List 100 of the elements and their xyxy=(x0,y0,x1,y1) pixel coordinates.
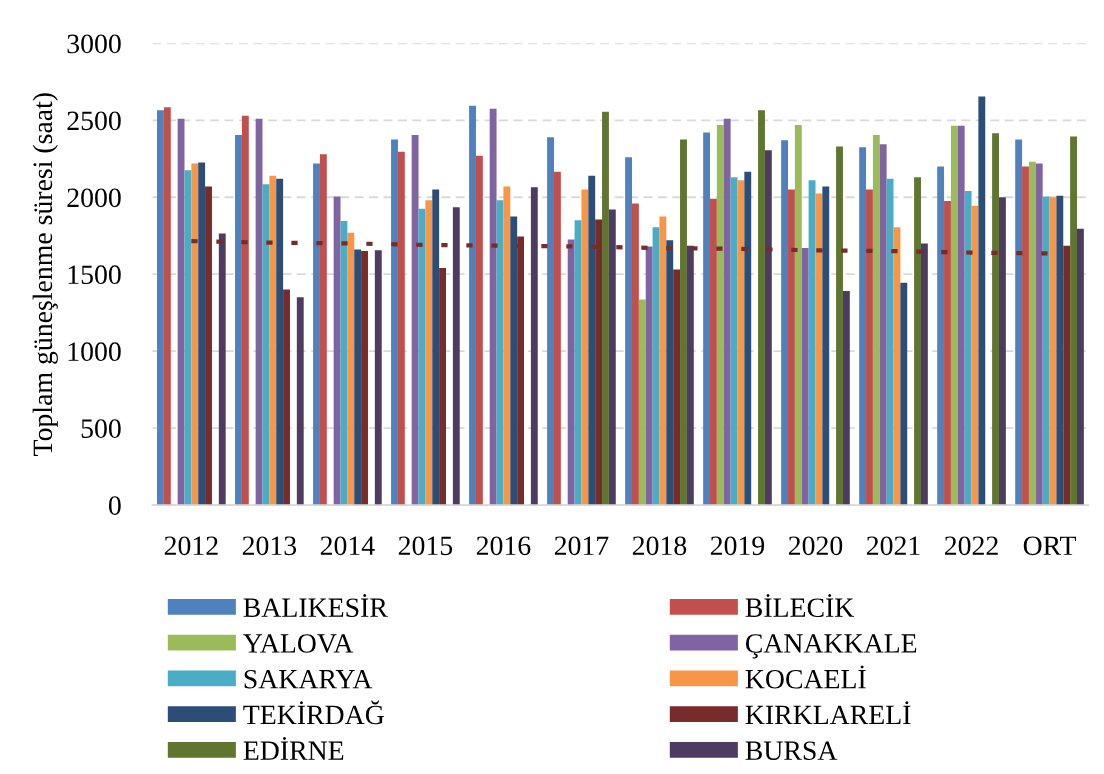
x-tick-label: 2020 xyxy=(788,536,843,556)
x-tick-label: 2012 xyxy=(164,536,218,556)
bar xyxy=(801,248,809,506)
x-tick-label: 2015 xyxy=(398,536,453,556)
bar xyxy=(788,189,795,506)
bar xyxy=(638,299,646,506)
bar xyxy=(659,216,667,506)
bar xyxy=(900,282,908,506)
bar xyxy=(296,297,304,506)
bar xyxy=(944,201,951,506)
bar xyxy=(914,177,921,506)
bar xyxy=(361,251,368,506)
bar xyxy=(957,125,965,506)
bar xyxy=(205,186,212,506)
bar xyxy=(886,178,894,506)
bar xyxy=(998,197,1006,506)
bar xyxy=(1077,228,1084,506)
bar xyxy=(666,240,674,506)
legend-label: TEKİRDAĞ xyxy=(243,700,384,725)
y-tick-label: 3000 xyxy=(67,34,121,54)
y-tick-label: 1000 xyxy=(68,342,121,362)
bar xyxy=(645,246,653,506)
x-tick-label: 2013 xyxy=(242,536,297,556)
y-tick-label: 500 xyxy=(81,419,121,438)
bar xyxy=(432,189,440,506)
bar xyxy=(1056,195,1064,506)
bar xyxy=(781,140,789,506)
bar xyxy=(964,191,972,506)
bar xyxy=(475,155,483,506)
bar xyxy=(978,96,986,506)
bar xyxy=(710,198,717,506)
bar xyxy=(920,243,928,506)
bar xyxy=(1022,166,1029,506)
x-tick-label: 2022 xyxy=(944,536,998,556)
bar xyxy=(397,151,405,506)
bar xyxy=(716,124,724,506)
bar xyxy=(469,105,476,506)
y-tick-label: 2000 xyxy=(67,188,121,208)
bar xyxy=(744,171,752,506)
legend-label: BURSA xyxy=(745,741,838,761)
legend-label: EDİRNE xyxy=(243,736,344,760)
bar xyxy=(937,166,945,506)
bar xyxy=(872,134,880,506)
bar xyxy=(235,134,242,506)
bar xyxy=(1063,245,1071,506)
bar xyxy=(374,250,382,506)
bar xyxy=(269,175,277,506)
bar xyxy=(723,118,731,506)
bar xyxy=(842,291,850,506)
bar xyxy=(319,154,327,506)
x-tick-label: ORT xyxy=(1023,536,1077,556)
x-tick-label: 2021 xyxy=(866,536,920,556)
bar xyxy=(333,196,341,506)
bar xyxy=(737,180,745,506)
bar xyxy=(553,171,561,506)
bar xyxy=(866,189,873,506)
bar xyxy=(879,144,887,506)
bar xyxy=(859,147,867,506)
bar xyxy=(425,200,433,506)
bar xyxy=(218,233,226,506)
legend-label: ÇANAKKALE xyxy=(745,634,917,659)
bar xyxy=(567,239,575,506)
bar xyxy=(673,269,681,506)
bar xyxy=(822,186,830,506)
bar xyxy=(283,289,290,506)
legend-label: BİLECİK xyxy=(745,593,855,618)
bar xyxy=(157,110,164,506)
x-tick-label: 2016 xyxy=(476,536,531,556)
bar xyxy=(439,268,446,506)
bar xyxy=(354,249,362,506)
bar xyxy=(703,132,711,506)
x-tick-label: 2017 xyxy=(554,536,609,556)
bar xyxy=(163,107,171,506)
bar xyxy=(276,178,284,506)
y-axis-title: Toplam güneşlenme süresi (saat) xyxy=(32,93,58,456)
bar xyxy=(631,203,639,506)
bar xyxy=(836,146,843,506)
bar xyxy=(794,124,802,506)
bar xyxy=(764,150,772,506)
bar xyxy=(992,133,999,506)
legend-label: YALOVA xyxy=(243,634,354,653)
bar xyxy=(191,163,199,506)
bar xyxy=(602,111,609,506)
bar xyxy=(184,170,192,506)
y-tick-label: 1500 xyxy=(68,265,121,285)
legend-label: BALIKESİR xyxy=(243,593,388,618)
bar xyxy=(313,163,320,506)
bar xyxy=(391,139,398,506)
bar xyxy=(625,157,632,506)
bar xyxy=(588,175,596,506)
bar xyxy=(255,118,263,506)
bar xyxy=(411,134,419,506)
legend-label: SAKARYA xyxy=(244,669,373,689)
bar xyxy=(1028,161,1036,506)
bar xyxy=(1042,196,1050,506)
x-tick-label: 2014 xyxy=(320,536,375,556)
bar xyxy=(489,108,497,506)
bar xyxy=(530,187,538,506)
bar xyxy=(347,232,355,506)
x-tick-label: 2018 xyxy=(632,536,687,556)
